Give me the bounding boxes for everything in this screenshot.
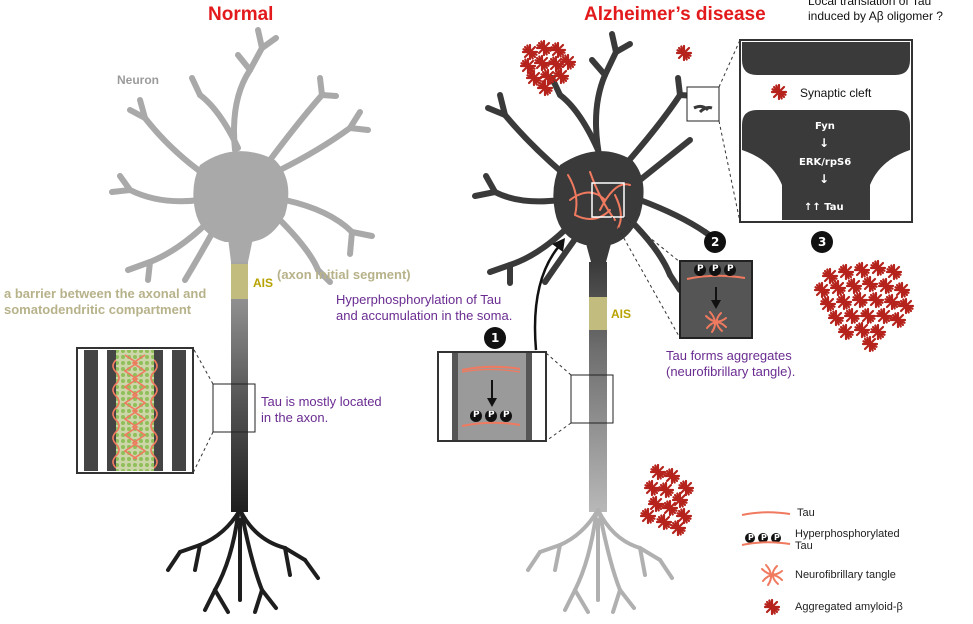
ais-label-left: AIS — [253, 276, 274, 290]
phospho-p: P — [697, 264, 704, 274]
step-badges — [484, 231, 833, 349]
legend-hyper-line2: Tau — [795, 540, 813, 552]
barrier-line2: somatodendritic compartment — [4, 302, 192, 317]
ad-ais-segment — [589, 297, 607, 330]
aggregates-line2: (neurofibrillary tangle). — [666, 364, 796, 379]
title-alzheimer: Alzheimer’s disease — [584, 4, 766, 25]
legend-tau: Tau — [797, 507, 815, 519]
phospho-p: P — [727, 264, 734, 274]
phospho-p: P — [473, 410, 480, 420]
normal-axon-terminals — [166, 508, 320, 614]
phospho-p: P — [488, 410, 495, 420]
normal-axon-inset — [76, 347, 194, 474]
legend-symbols — [741, 511, 791, 616]
local-translation-line2: induced by Aβ oligomer ? — [808, 9, 943, 23]
phospho-p: P — [503, 410, 510, 420]
inset-hyperphosphorylation — [437, 351, 547, 442]
phospho-groups — [470, 264, 781, 543]
step-2: 2 — [711, 235, 720, 249]
tau-axon-line1: Tau is mostly located — [261, 394, 382, 409]
title-normal: Normal — [208, 4, 274, 25]
aggregates-line1: Tau forms aggregates — [666, 348, 792, 363]
tau-axon-line2: in the axon. — [261, 410, 329, 425]
legend-hyperphosphorylated: Hyperphosphorylated Tau — [795, 528, 900, 552]
hyperphosphorylation-note: Hyperphosphorylation of Tau and accumula… — [336, 292, 512, 324]
local-translation-note: Local translation of Tau induced by Aβ o… — [808, 0, 943, 24]
hyper-line1: Hyperphosphorylation of Tau — [336, 292, 502, 307]
phospho-p: P — [761, 533, 767, 542]
ais-full-name: (axon initial segment) — [277, 267, 411, 282]
synapse-arrow-1: ↓ — [819, 136, 830, 150]
ais-label-right: AIS — [611, 307, 632, 321]
barrier-line1: a barrier between the axonal and — [4, 286, 207, 301]
normal-ais-segment — [231, 264, 248, 299]
local-translation-line1: Local translation of Tau — [808, 0, 932, 8]
legend-hyper-line1: Hyperphosphorylated — [795, 528, 900, 540]
phospho-p: P — [774, 533, 780, 542]
ad-neuron — [472, 31, 725, 293]
step-1: 1 — [491, 331, 500, 345]
step-3: 3 — [818, 235, 827, 249]
hyper-line2: and accumulation in the soma. — [336, 308, 513, 323]
fyn-label: Fyn — [815, 121, 835, 132]
phospho-p: P — [712, 264, 719, 274]
phospho-p: P — [748, 533, 754, 542]
normal-zoom-marker — [212, 383, 256, 433]
normal-neuron — [109, 27, 375, 285]
erk-label: ERK/rpS6 — [799, 157, 852, 168]
barrier-note: a barrier between the axonal and somatod… — [4, 286, 206, 318]
normal-axon — [231, 262, 248, 512]
ad-axon-terminals — [526, 508, 674, 614]
legend-nft: Neurofibrillary tangle — [795, 569, 896, 581]
tau-axon-note: Tau is mostly located in the axon. — [261, 394, 382, 426]
inset-synapse — [739, 39, 913, 223]
ad-synapse-zoom-marker — [686, 86, 720, 122]
arrow-head — [552, 238, 565, 252]
tau-increase-label: ↑↑ Tau — [804, 202, 844, 213]
synapse-arrow-2: ↓ — [819, 172, 830, 186]
aggregates-note: Tau forms aggregates (neurofibrillary ta… — [666, 348, 795, 380]
ad-soma-zoom-marker — [591, 182, 625, 218]
legend-amyloid: Aggregated amyloid-β — [795, 601, 903, 613]
synaptic-cleft-label: Synaptic cleft — [800, 86, 872, 100]
neuron-label: Neuron — [117, 73, 159, 87]
ad-axon-zoom-marker — [570, 374, 614, 424]
